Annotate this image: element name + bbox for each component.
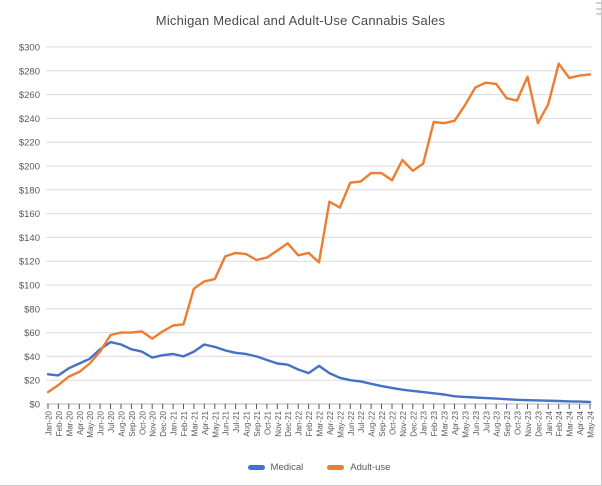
- series-line-adult-use: [46, 62, 592, 394]
- x-axis-tick-label: Aug-22: [368, 410, 377, 436]
- legend-label-adult-use: Adult-use: [350, 461, 391, 473]
- y-axis-tick-label: $40: [24, 352, 40, 363]
- x-axis-tick-label: Jul-21: [232, 410, 241, 432]
- x-axis-tick-label: Jan-22: [295, 410, 304, 435]
- x-axis-tick-label: Mar-20: [65, 410, 74, 436]
- x-axis-tick-label: Nov-21: [274, 410, 283, 436]
- legend-label-medical: Medical: [270, 461, 304, 473]
- x-axis-tick-label: Dec-23: [534, 410, 543, 436]
- x-axis-tick-label: Jul-20: [107, 410, 116, 432]
- x-axis-tick-label: Nov-22: [399, 410, 408, 436]
- x-axis-tick-label: Feb-22: [305, 410, 314, 436]
- x-axis-tick-label: Oct-21: [263, 410, 272, 435]
- x-axis-tick-label: Apr-23: [451, 410, 460, 435]
- x-axis-tick-label: Jul-22: [357, 410, 366, 432]
- x-axis-tick-label: Dec-20: [159, 410, 168, 436]
- adult-use-series-swatch: [327, 464, 345, 470]
- x-axis-tick-label: Aug-21: [243, 410, 252, 436]
- x-axis-tick-label: Mar-21: [190, 410, 199, 436]
- x-axis-tick-label: Jun-23: [472, 410, 481, 435]
- y-axis-tick-label: $280: [19, 66, 40, 77]
- x-axis-tick-label: Feb-24: [555, 410, 564, 436]
- y-axis-tick-label: $300: [19, 43, 40, 54]
- x-axis-tick-label: Jun-21: [222, 410, 231, 435]
- x-axis-tick-label: Apr-20: [76, 410, 85, 435]
- menu-icon-bar: [596, 2, 601, 4]
- x-axis-tick-label: Jun-22: [347, 410, 356, 435]
- line-chart: $0 $20 $40 $60 $80 $100 $120 $140 $160 $180 $200 $2…: [19, 43, 596, 438]
- x-axis-tick-label: Feb-23: [430, 410, 439, 436]
- y-axis-tick-label: $220: [19, 138, 40, 149]
- x-axis-tick-label: Feb-21: [180, 410, 189, 436]
- x-axis-tick-label: Apr-21: [201, 410, 210, 435]
- x-axis-tick-label: Jul-23: [482, 410, 491, 432]
- y-axis-tick-label: $100: [19, 281, 40, 292]
- y-axis-tick-label: $60: [24, 328, 40, 339]
- chart-legend: Medical Adult-use: [46, 460, 592, 474]
- series-line-medical: [46, 340, 592, 404]
- x-axis-tick-label: Dec-21: [284, 410, 293, 436]
- x-axis-tick-label: Apr-22: [326, 410, 335, 435]
- y-axis-tick-label: $20: [24, 376, 40, 387]
- x-axis-tick-label: Sep-20: [128, 410, 137, 436]
- x-axis-tick-label: Dec-22: [409, 410, 418, 436]
- x-axis-tick-label: Feb-20: [55, 410, 64, 436]
- y-axis-tick-label: $120: [19, 257, 40, 268]
- legend-item-adult-use: Adult-use: [327, 462, 390, 473]
- x-axis-tick-label: Sep-23: [503, 410, 512, 436]
- x-axis-tick-label: Oct-22: [389, 410, 398, 435]
- y-axis-tick-label: $200: [19, 162, 40, 173]
- x-axis-tick-label: Oct-20: [138, 410, 147, 435]
- x-axis-tick-label: Sep-22: [378, 410, 387, 436]
- x-axis-tick-label: Aug-23: [493, 410, 502, 436]
- y-axis-tick-label: $260: [19, 90, 40, 101]
- x-axis-tick-label: Sep-21: [253, 410, 262, 436]
- x-axis-tick-label: Jan-24: [545, 410, 554, 435]
- x-axis-tick-label: Mar-24: [566, 410, 575, 436]
- menu-icon-bar: [596, 7, 601, 10]
- x-axis-tick-label: Oct-23: [514, 410, 523, 435]
- x-axis-tick-label: Apr-24: [576, 410, 585, 435]
- y-axis-tick-label: $160: [19, 209, 40, 220]
- x-axis-tick-label: May-24: [587, 410, 596, 437]
- medical-series-swatch: [247, 464, 265, 470]
- x-axis-tick-label: Nov-20: [149, 410, 158, 436]
- x-axis-tick-label: Jun-20: [97, 410, 106, 435]
- x-axis-tick-label: May-23: [461, 410, 470, 437]
- chart-title: Michigan Medical and Adult-Use Cannabis …: [155, 13, 446, 28]
- x-axis-tick-label: May-20: [86, 410, 95, 437]
- x-axis-tick-label: May-21: [211, 410, 220, 437]
- menu-icon-bar: [596, 13, 601, 15]
- menu-icon[interactable]: [596, 2, 601, 15]
- x-axis-tick-label: Nov-23: [524, 410, 533, 436]
- y-axis-tick-label: $80: [24, 304, 40, 315]
- x-axis-tick-label: May-22: [336, 410, 345, 437]
- y-axis-tick-label: $240: [19, 114, 40, 125]
- y-axis-tick-label: $180: [19, 185, 40, 196]
- x-axis-tick-label: Jan-20: [45, 410, 54, 435]
- x-axis-tick-label: Mar-22: [316, 410, 325, 436]
- x-axis-tick-label: Mar-23: [441, 410, 450, 436]
- y-axis-tick-label: $140: [19, 233, 40, 244]
- x-axis-tick-label: Jan-21: [170, 410, 179, 435]
- legend-item-medical: Medical: [247, 461, 304, 473]
- y-axis-tick-label: $0: [29, 400, 40, 411]
- x-axis-tick-label: Aug-20: [118, 410, 127, 436]
- x-axis-tick-label: Jan-23: [420, 410, 429, 435]
